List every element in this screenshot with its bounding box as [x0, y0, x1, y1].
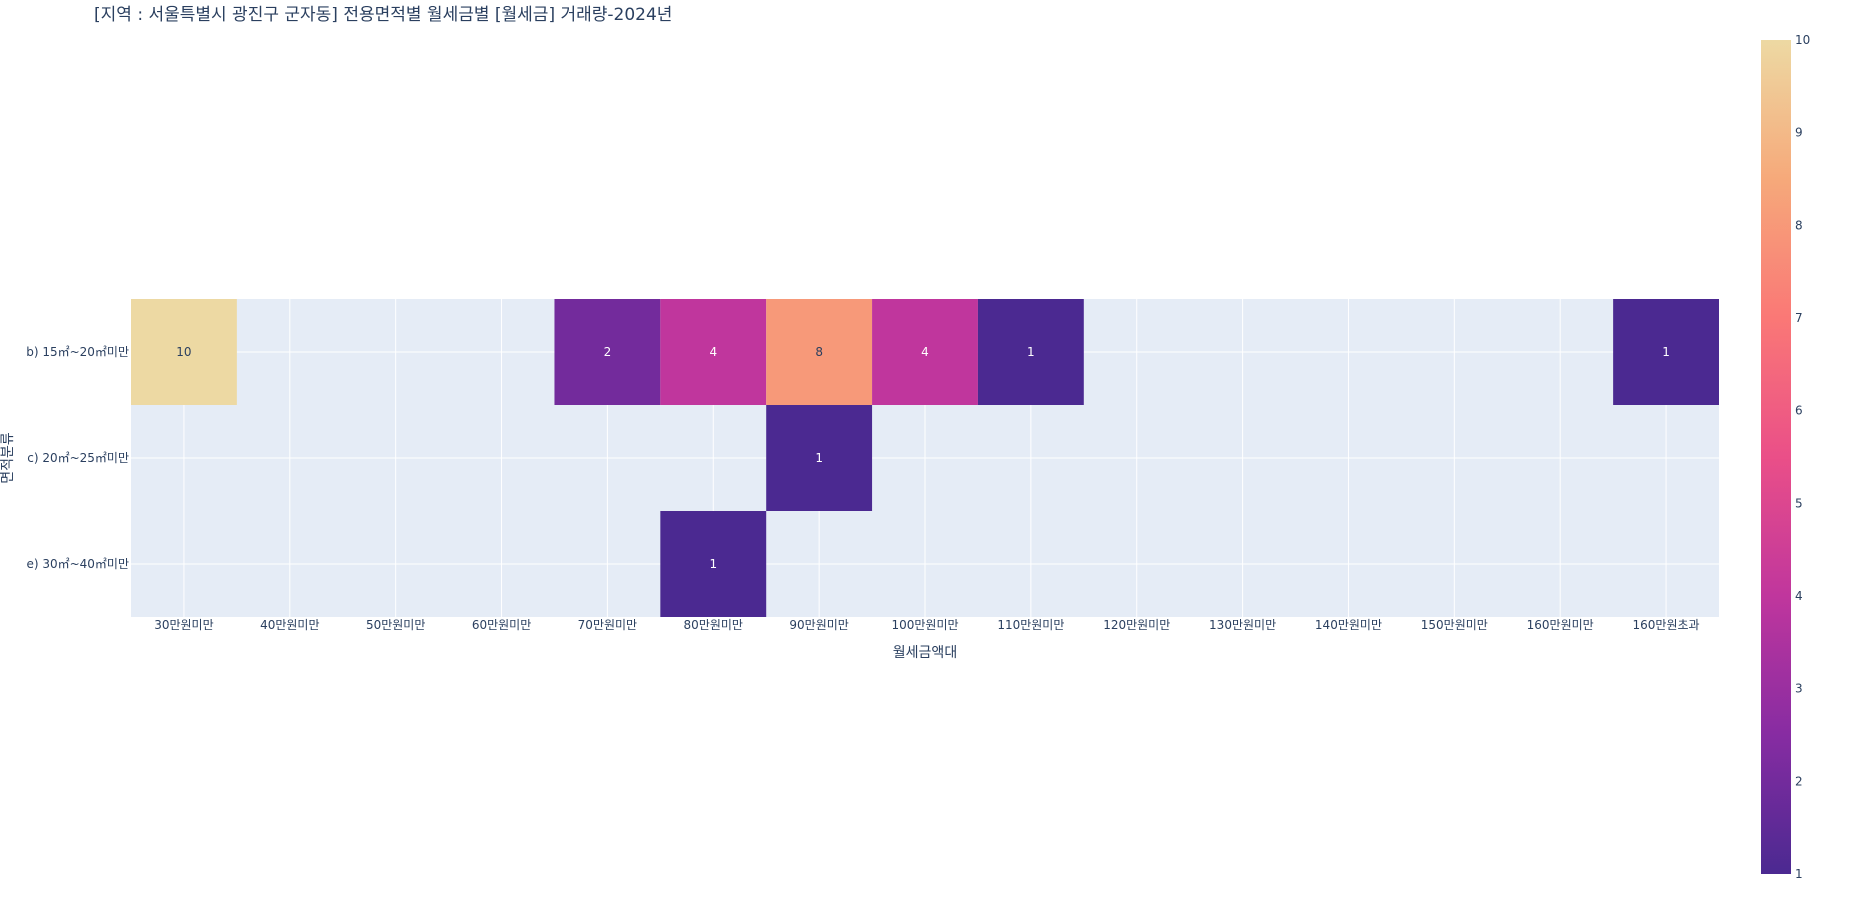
x-tick-label: 70만원미만: [578, 618, 637, 632]
x-tick-label: 140만원미만: [1315, 618, 1382, 632]
heatmap-cell: [660, 511, 767, 617]
y-axis-title: 면적분류: [0, 432, 16, 484]
heatmap-cell: [766, 405, 873, 511]
x-tick-label: 130만원미만: [1209, 618, 1276, 632]
x-tick-label: 160만원미만: [1527, 618, 1594, 632]
heatmap-cell: [131, 299, 237, 405]
cell-value-label: 4: [709, 345, 717, 359]
chart-title: [지역 : 서울특별시 광진구 군자동] 전용면적별 월세금별 [월세금] 거래…: [94, 5, 673, 25]
heatmap-cell: [1613, 299, 1719, 405]
colorbar-tick-labels: 1 2 3 4 5 6 7 8 9 10: [1795, 33, 1810, 881]
x-tick-label: 100만원미만: [891, 618, 958, 632]
colorbar-tick-label: 4: [1795, 589, 1803, 603]
x-tick-label: 50만원미만: [366, 618, 425, 632]
colorbar-tick-label: 3: [1795, 682, 1803, 696]
cell-value-label: 1: [1027, 345, 1035, 359]
colorbar-tick-label: 5: [1795, 496, 1803, 510]
colorbar: [1761, 40, 1791, 874]
x-tick-label: 150만원미만: [1421, 618, 1488, 632]
cell-value-label: 1: [1662, 345, 1670, 359]
x-tick-label: 30만원미만: [154, 618, 213, 632]
x-tick-label: 120만원미만: [1103, 618, 1170, 632]
x-tick-labels: 30만원미만 40만원미만 50만원미만 60만원미만 70만원미만 80만원미만 90만원…: [154, 618, 1699, 632]
y-tick-label: c) 20㎡~25㎡미만: [27, 451, 129, 465]
heatmap-cell: [554, 299, 661, 405]
x-tick-label: 110만원미만: [997, 618, 1064, 632]
y-tick-label: e) 30㎡~40㎡미만: [26, 557, 129, 571]
cell-value-label: 8: [815, 345, 823, 359]
colorbar-tick-label: 2: [1795, 774, 1803, 788]
colorbar-tick-label: 7: [1795, 311, 1803, 325]
heatmap-cell: [977, 299, 1084, 405]
y-tick-label: b) 15㎡~20㎡미만: [26, 345, 129, 359]
heatmap-cells: [131, 299, 1719, 617]
heatmap-cell: [766, 299, 873, 405]
cell-value-label: 2: [604, 345, 612, 359]
colorbar-tick-label: 6: [1795, 404, 1803, 418]
y-tick-labels: b) 15㎡~20㎡미만 c) 20㎡~25㎡미만 e) 30㎡~40㎡미만: [26, 345, 129, 571]
cell-value-label: 10: [176, 345, 191, 359]
x-tick-label: 160만원초과: [1633, 618, 1700, 632]
x-tick-label: 40만원미만: [260, 618, 319, 632]
heatmap-cell: [872, 299, 978, 405]
cell-value-label: 1: [709, 557, 717, 571]
x-axis-title: 월세금액대: [893, 645, 957, 661]
x-tick-label: 80만원미만: [684, 618, 743, 632]
x-tick-label: 60만원미만: [472, 618, 531, 632]
cell-labels: 10 2 4 8 4 1 1 1 1: [176, 345, 1670, 571]
cell-value-label: 1: [815, 451, 823, 465]
heatmap-cell: [660, 299, 767, 405]
cell-value-label: 4: [921, 345, 929, 359]
colorbar-tick-label: 10: [1795, 33, 1810, 47]
colorbar-tick-label: 9: [1795, 126, 1803, 140]
colorbar-tick-label: 1: [1795, 867, 1803, 881]
x-tick-label: 90만원미만: [789, 618, 848, 632]
colorbar-tick-label: 8: [1795, 218, 1803, 232]
